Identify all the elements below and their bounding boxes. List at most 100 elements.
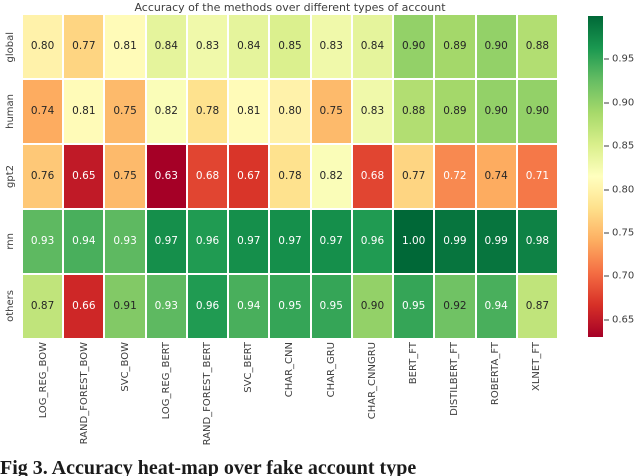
figure-caption: Fig 3. Accuracy heat-map over fake accou… <box>0 457 417 476</box>
colorbar-tick: 0.70 <box>604 271 634 282</box>
tick-label: 0.80 <box>612 184 635 195</box>
heatmap-cell: 0.90 <box>352 275 393 338</box>
heatmap-cell: 0.97 <box>229 210 269 273</box>
heatmap-cell: 0.68 <box>352 145 393 208</box>
colorbar <box>588 16 603 337</box>
heatmap-cell: 0.77 <box>64 15 104 78</box>
heatmap-cell: 0.90 <box>394 15 434 78</box>
row-label: rnn <box>4 232 16 250</box>
heatmap-cell: 0.97 <box>270 210 310 273</box>
heatmap-cell: 1.00 <box>394 210 434 273</box>
tick-mark <box>604 232 609 234</box>
tick-mark <box>604 145 609 147</box>
heatmap-cell: 0.95 <box>311 275 351 338</box>
row-label: gpt2 <box>4 164 16 188</box>
heatmap-cell: 0.75 <box>105 145 145 208</box>
column-label: CHAR_GRU <box>325 342 337 398</box>
heatmap-cell: 0.85 <box>270 15 310 78</box>
heatmap-cell: 0.76 <box>23 145 63 208</box>
heatmap-cell: 0.74 <box>476 145 516 208</box>
heatmap-cell: 0.90 <box>476 15 516 78</box>
tick-mark <box>604 275 609 277</box>
heatmap-cell: 0.67 <box>229 145 269 208</box>
heatmap-cell: 0.93 <box>23 210 63 273</box>
colorbar-tick: 0.65 <box>604 314 634 325</box>
colorbar-tick: 0.85 <box>604 141 634 152</box>
tick-mark <box>604 58 609 60</box>
tick-label: 0.90 <box>612 97 635 109</box>
heatmap-cell: 0.87 <box>517 275 557 338</box>
heatmap-cell: 0.78 <box>270 145 310 208</box>
column-label: XLNET_FT <box>530 342 542 392</box>
heatmap-grid: 0.80 0.77 0.81 0.84 0.83 0.84 0.85 0.83 0.84 0.90… <box>23 15 557 338</box>
tick-label: 0.75 <box>612 227 635 239</box>
row-label: global <box>4 32 16 63</box>
heatmap-cell: 0.87 <box>23 275 63 338</box>
heatmap-cell: 0.88 <box>394 80 434 143</box>
heatmap-cell: 0.92 <box>435 275 475 338</box>
tick-mark <box>604 102 609 104</box>
row-label: human <box>4 94 16 130</box>
colorbar-tick: 0.80 <box>604 184 634 195</box>
tick-mark <box>604 189 609 190</box>
heatmap-cell: 0.99 <box>435 210 475 273</box>
heatmap-cell: 0.94 <box>64 210 104 273</box>
heatmap-cell: 0.77 <box>394 145 434 208</box>
heatmap-cell: 0.97 <box>146 210 186 273</box>
column-label: LOG_REG_BERT <box>161 342 173 420</box>
heatmap-cell: 0.80 <box>23 15 63 78</box>
heatmap-cell: 0.99 <box>476 210 516 273</box>
column-label: SVC_BERT <box>243 342 255 393</box>
tick-label: 0.70 <box>612 270 635 282</box>
tick-label: 0.85 <box>612 140 635 152</box>
column-label: RAND_FOREST_BERT <box>202 342 214 446</box>
heatmap-cell: 0.90 <box>476 80 516 143</box>
heatmap-cell: 0.96 <box>187 210 228 273</box>
heatmap-cell: 0.94 <box>229 275 269 338</box>
heatmap-cell: 0.93 <box>105 210 145 273</box>
heatmap-cell: 0.88 <box>517 15 557 78</box>
heatmap-cell: 0.95 <box>270 275 310 338</box>
colorbar-tick: 0.90 <box>604 97 634 108</box>
heatmap-cell: 0.75 <box>105 80 145 143</box>
column-label: CHAR_CNN <box>284 342 296 398</box>
heatmap-cell: 0.98 <box>517 210 557 273</box>
heatmap-cell: 0.80 <box>270 80 310 143</box>
heatmap-cell: 0.84 <box>352 15 393 78</box>
column-label: DISTILBERT_FT <box>448 342 460 416</box>
colorbar-tick: 0.75 <box>604 227 634 238</box>
heatmap-cell: 0.65 <box>64 145 104 208</box>
x-axis-labels: LOG_REG_BOW RAND_FOREST_BOW SVC_BOW LOG_REG… <box>23 342 557 455</box>
heatmap-cell: 0.74 <box>23 80 63 143</box>
column-label: RAND_FOREST_BOW <box>79 342 91 445</box>
heatmap-cell: 0.94 <box>476 275 516 338</box>
heatmap-cell: 0.81 <box>64 80 104 143</box>
column-label: SVC_BOW <box>120 342 132 392</box>
colorbar-tick: 0.95 <box>604 54 634 65</box>
tick-label: 0.65 <box>612 314 635 326</box>
heatmap-cell: 0.75 <box>311 80 351 143</box>
tick-mark <box>604 319 609 321</box>
heatmap-cell: 0.78 <box>187 80 228 143</box>
heatmap-cell: 0.72 <box>435 145 475 208</box>
heatmap-cell: 0.93 <box>146 275 186 338</box>
column-label: LOG_REG_BOW <box>38 342 50 419</box>
heatmap-cell: 0.81 <box>105 15 145 78</box>
heatmap-cell: 0.89 <box>435 15 475 78</box>
row-label: others <box>4 289 16 322</box>
heatmap-cell: 0.96 <box>187 275 228 338</box>
heatmap-cell: 0.71 <box>517 145 557 208</box>
heatmap-cell: 0.66 <box>64 275 104 338</box>
chart-title: Accuracy of the methods over different t… <box>134 1 446 14</box>
heatmap-cell: 0.82 <box>146 80 186 143</box>
heatmap-cell: 0.83 <box>352 80 393 143</box>
heatmap-cell: 0.91 <box>105 275 145 338</box>
heatmap-cell: 0.96 <box>352 210 393 273</box>
heatmap-cell: 0.84 <box>146 15 186 78</box>
colorbar-ticks: 0.95 0.90 0.85 0.80 0.75 0.70 0.65 <box>604 16 640 337</box>
heatmap-cell: 0.95 <box>394 275 434 338</box>
heatmap-cell: 0.83 <box>187 15 228 78</box>
heatmap-cell: 0.89 <box>435 80 475 143</box>
heatmap-cell: 0.84 <box>229 15 269 78</box>
heatmap-cell: 0.82 <box>311 145 351 208</box>
